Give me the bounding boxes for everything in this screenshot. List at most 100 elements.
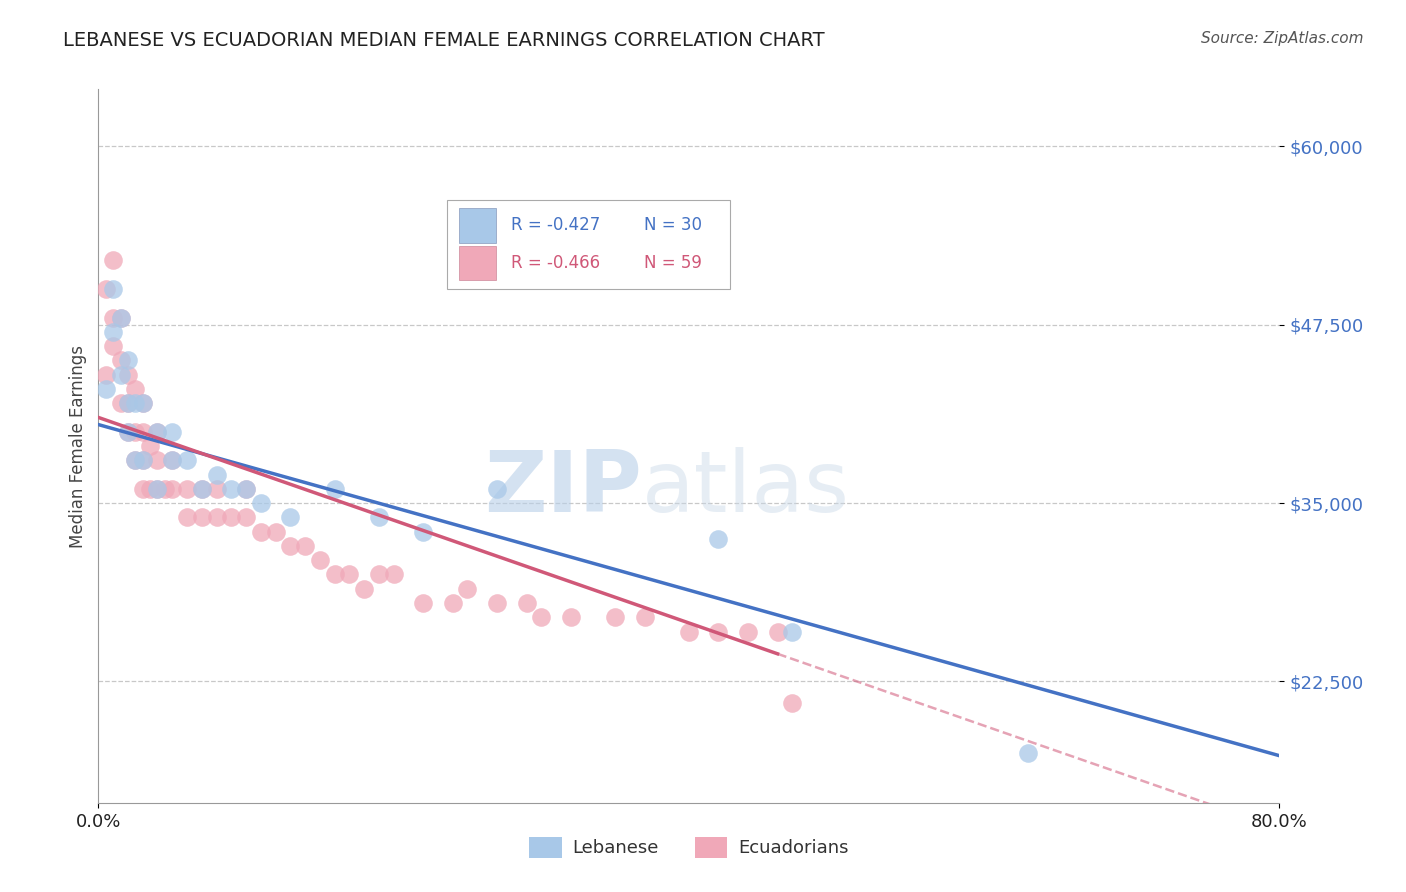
Point	[146, 425, 169, 439]
Point	[782, 624, 804, 639]
Point	[162, 453, 183, 467]
Point	[191, 482, 214, 496]
Point	[205, 467, 228, 482]
Point	[162, 453, 183, 467]
Point	[678, 624, 700, 639]
Text: R = -0.466: R = -0.466	[510, 254, 600, 272]
Point	[94, 382, 117, 396]
Point	[146, 482, 169, 496]
Text: N = 59: N = 59	[644, 254, 702, 272]
Point	[146, 482, 169, 496]
Point	[323, 482, 346, 496]
Point	[264, 524, 287, 539]
Point	[110, 310, 132, 325]
Point	[368, 510, 391, 524]
Point	[94, 368, 117, 382]
Point	[132, 453, 155, 467]
Point	[124, 425, 146, 439]
FancyBboxPatch shape	[458, 246, 496, 280]
Point	[110, 353, 132, 368]
Point	[737, 624, 759, 639]
Point	[132, 482, 155, 496]
Point	[191, 482, 214, 496]
Point	[176, 510, 198, 524]
Point	[110, 310, 132, 325]
Point	[235, 482, 257, 496]
Point	[103, 310, 125, 325]
Text: LEBANESE VS ECUADORIAN MEDIAN FEMALE EARNINGS CORRELATION CHART: LEBANESE VS ECUADORIAN MEDIAN FEMALE EAR…	[63, 31, 825, 50]
Point	[530, 610, 553, 624]
Point	[782, 696, 804, 710]
Point	[221, 510, 243, 524]
Text: ZIP: ZIP	[484, 447, 641, 531]
Point	[117, 368, 139, 382]
Point	[110, 396, 132, 410]
Point	[117, 396, 139, 410]
Point	[153, 482, 176, 496]
Point	[103, 339, 125, 353]
Point	[162, 482, 183, 496]
Y-axis label: Median Female Earnings: Median Female Earnings	[69, 344, 87, 548]
Point	[235, 510, 257, 524]
Point	[103, 253, 125, 268]
Point	[412, 596, 434, 610]
Point	[605, 610, 627, 624]
Point	[117, 353, 139, 368]
Point	[124, 453, 146, 467]
Point	[560, 610, 582, 624]
Point	[486, 482, 509, 496]
Point	[205, 510, 228, 524]
Point	[766, 624, 789, 639]
Point	[139, 482, 162, 496]
Point	[205, 482, 228, 496]
Point	[103, 282, 125, 296]
Point	[457, 582, 479, 596]
Point	[94, 282, 117, 296]
Point	[516, 596, 538, 610]
Point	[132, 425, 155, 439]
Point	[139, 439, 162, 453]
Point	[124, 453, 146, 467]
Point	[707, 624, 730, 639]
Point	[486, 596, 509, 610]
Point	[132, 453, 155, 467]
Point	[309, 553, 332, 567]
Point	[250, 524, 273, 539]
Text: R = -0.427: R = -0.427	[510, 217, 600, 235]
Point	[221, 482, 243, 496]
FancyBboxPatch shape	[458, 209, 496, 243]
Point	[146, 453, 169, 467]
Text: atlas: atlas	[641, 447, 849, 531]
Point	[110, 368, 132, 382]
Point	[191, 510, 214, 524]
Point	[117, 425, 139, 439]
Point	[132, 396, 155, 410]
Point	[280, 539, 302, 553]
Point	[412, 524, 434, 539]
Point	[368, 567, 391, 582]
Point	[280, 510, 302, 524]
FancyBboxPatch shape	[447, 200, 730, 289]
Point	[294, 539, 316, 553]
Point	[1018, 746, 1040, 760]
Point	[103, 325, 125, 339]
Point	[634, 610, 657, 624]
Text: N = 30: N = 30	[644, 217, 702, 235]
Point	[124, 382, 146, 396]
Point	[132, 396, 155, 410]
Text: Source: ZipAtlas.com: Source: ZipAtlas.com	[1201, 31, 1364, 46]
Point	[707, 532, 730, 546]
Point	[146, 425, 169, 439]
Legend: Lebanese, Ecuadorians: Lebanese, Ecuadorians	[522, 830, 856, 865]
Point	[339, 567, 361, 582]
Point	[250, 496, 273, 510]
Point	[117, 396, 139, 410]
Point	[235, 482, 257, 496]
Point	[441, 596, 464, 610]
Point	[382, 567, 405, 582]
Point	[124, 396, 146, 410]
Point	[176, 482, 198, 496]
Point	[323, 567, 346, 582]
Point	[176, 453, 198, 467]
Point	[117, 425, 139, 439]
